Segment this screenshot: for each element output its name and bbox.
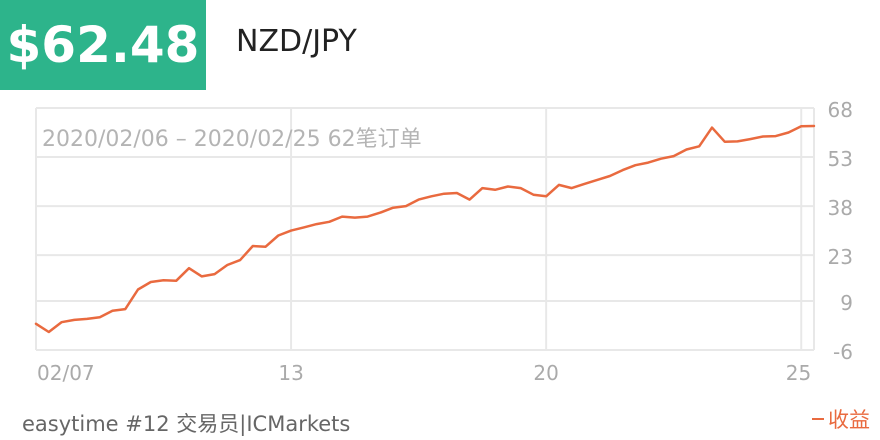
price-value: $62.48 bbox=[6, 16, 200, 74]
y-tick-label: 23 bbox=[828, 245, 853, 269]
profit-series-line bbox=[34, 124, 816, 334]
legend-label: 收益 bbox=[828, 408, 870, 432]
currency-pair: NZD/JPY bbox=[236, 24, 357, 59]
y-tick-label: 38 bbox=[828, 196, 853, 220]
y-tick-label: 68 bbox=[828, 98, 853, 122]
x-tick-label: 20 bbox=[533, 361, 558, 385]
date-range-annotation: 2020/02/06 – 2020/02/25 62笔订单 bbox=[42, 127, 422, 152]
y-tick-label: 53 bbox=[828, 147, 853, 171]
account-info: easytime #12 交易员|ICMarkets bbox=[22, 412, 351, 436]
x-tick-label: 13 bbox=[278, 361, 303, 385]
y-tick-label: -6 bbox=[833, 340, 853, 364]
x-tick-label: 02/07 bbox=[37, 361, 95, 385]
legend-line-swatch bbox=[812, 418, 824, 420]
chart-legend: 收益 bbox=[812, 404, 870, 434]
y-tick-label: 9 bbox=[840, 291, 853, 315]
price-badge: $62.48 bbox=[0, 0, 206, 90]
x-tick-label: 25 bbox=[786, 361, 811, 385]
